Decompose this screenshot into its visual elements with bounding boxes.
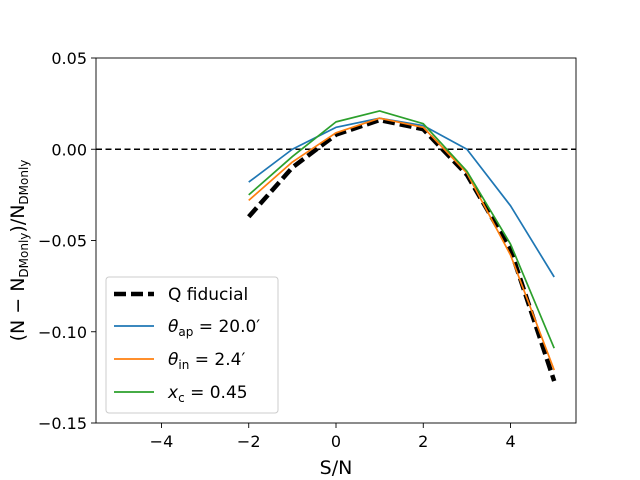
y-tick-label: −0.15	[38, 414, 87, 433]
legend-label-x-c: xc = 0.45	[167, 383, 248, 405]
x-tick-label: −4	[150, 432, 174, 451]
series-line-theta-in	[248, 117, 555, 371]
series-layer	[247, 110, 557, 382]
x-tick-label: 4	[505, 432, 515, 451]
legend-box	[105, 276, 279, 414]
y-tick-label: −0.10	[38, 323, 87, 342]
y-tick-label: 0.05	[51, 49, 87, 68]
y-label-mid: )/N	[7, 205, 29, 233]
y-label-sub1: DMonly	[17, 233, 31, 278]
series-line-x-c	[248, 110, 555, 349]
y-label-main: (N − N	[7, 278, 29, 342]
legend: Q fiducial θap = 20.0′ θin = 2.4′ xc = 0…	[105, 276, 279, 414]
ticks-layer: −4 −2 0 2 4 −0.15 −0.10 −0.05 0.00 0.05	[38, 49, 516, 451]
x-tick-label: 0	[331, 432, 341, 451]
series-line-theta-ap	[248, 117, 555, 278]
x-axis-label: S/N	[320, 457, 353, 479]
y-tick-label: 0.00	[51, 140, 87, 159]
y-label-sub2: DMonly	[17, 160, 31, 205]
legend-label-theta-in: θin = 2.4′	[168, 350, 245, 372]
x-tick-label: −2	[237, 432, 261, 451]
legend-label-q-fiducial: Q fiducial	[168, 285, 248, 305]
x-tick-label: 2	[418, 432, 428, 451]
series-line-q-fiducial	[247, 117, 557, 382]
legend-label-theta-ap: θap = 20.0′	[168, 317, 260, 339]
y-tick-label: −0.05	[38, 232, 87, 251]
y-axis-label: (N − NDMonly)/NDMonly	[7, 160, 31, 342]
